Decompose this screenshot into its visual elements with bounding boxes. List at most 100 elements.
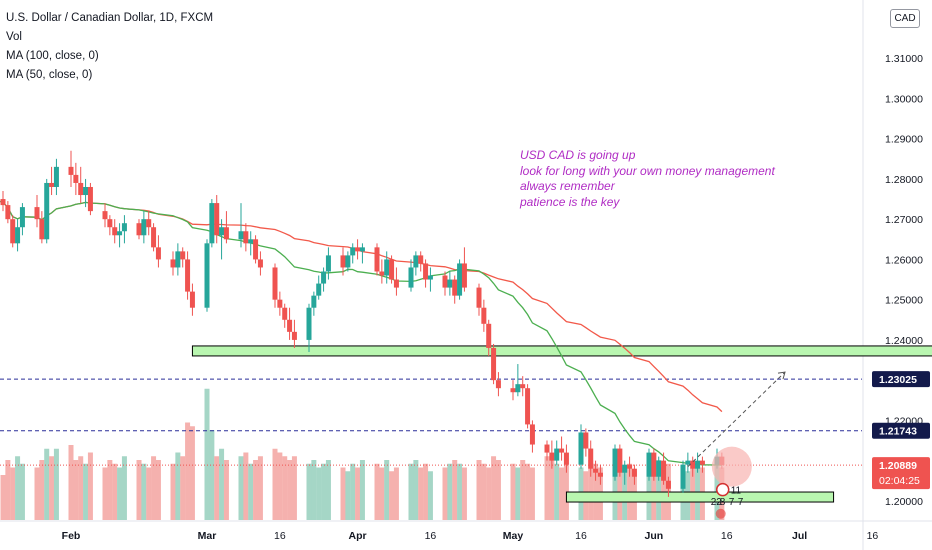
candle bbox=[277, 291, 283, 316]
candle bbox=[311, 291, 317, 316]
volume-indicator-label[interactable]: Vol bbox=[6, 31, 22, 43]
candle bbox=[107, 215, 113, 236]
symbol-title[interactable]: U.S. Dollar / Canadian Dollar, 1D, FXCM bbox=[6, 12, 214, 24]
y-tick-label: 1.26000 bbox=[885, 254, 923, 266]
candle bbox=[389, 255, 395, 284]
volume-bar bbox=[10, 467, 16, 520]
candle bbox=[491, 343, 497, 385]
candle bbox=[612, 444, 618, 481]
volume-bar bbox=[243, 452, 249, 520]
volume-bar bbox=[325, 460, 331, 520]
candle-body bbox=[529, 424, 535, 445]
volume-bar bbox=[413, 460, 419, 520]
candle-body bbox=[146, 219, 152, 228]
candle bbox=[102, 203, 108, 228]
candle bbox=[656, 456, 662, 481]
volume-bar bbox=[78, 456, 84, 520]
price-label: 1.23025 bbox=[879, 374, 917, 386]
x-tick-label: Jun bbox=[645, 530, 664, 542]
candle-body bbox=[520, 384, 526, 389]
y-tick-label: 1.31000 bbox=[885, 53, 923, 65]
candle bbox=[563, 444, 569, 473]
candle bbox=[78, 166, 84, 204]
candle-body bbox=[189, 291, 195, 308]
candle bbox=[189, 283, 195, 316]
volume-bar bbox=[15, 456, 21, 520]
candle-body bbox=[486, 323, 492, 348]
candle bbox=[175, 243, 181, 276]
candle-body bbox=[253, 239, 259, 260]
candle bbox=[5, 201, 11, 224]
x-tick-label: 16 bbox=[425, 530, 437, 542]
volume-bar bbox=[316, 467, 322, 520]
x-tick-label: Jul bbox=[792, 530, 807, 542]
volume-bar bbox=[223, 460, 229, 520]
volume-bar bbox=[112, 463, 118, 520]
candle bbox=[461, 247, 467, 292]
volume-bar bbox=[282, 456, 288, 520]
candle-body bbox=[495, 380, 501, 389]
candle-body bbox=[423, 263, 429, 280]
volume-bar bbox=[180, 456, 186, 520]
candle bbox=[583, 428, 589, 457]
candle-body bbox=[15, 227, 21, 244]
volume-bar bbox=[418, 467, 424, 520]
candle-body bbox=[350, 247, 356, 256]
ma50-line bbox=[0, 200, 722, 466]
candle-body bbox=[690, 460, 696, 469]
candle bbox=[549, 440, 555, 469]
candle bbox=[413, 251, 419, 276]
candle-body bbox=[588, 448, 594, 469]
x-tick-label: 16 bbox=[721, 530, 733, 542]
candle bbox=[180, 247, 186, 268]
candle-body bbox=[214, 203, 220, 236]
annotation-line-2: look for long with your own money manage… bbox=[520, 163, 775, 178]
candle-body bbox=[384, 259, 390, 276]
candle bbox=[44, 178, 50, 244]
candle-body bbox=[238, 231, 244, 240]
chart-legend: U.S. Dollar / Canadian Dollar, 1D, FXCM … bbox=[6, 9, 213, 85]
y-tick-label: 1.20000 bbox=[885, 496, 923, 508]
support-zone-1 bbox=[191, 345, 932, 357]
candle bbox=[690, 456, 696, 477]
event-value: 8 bbox=[720, 497, 726, 508]
volume-bar bbox=[442, 467, 448, 520]
event-flag-icon bbox=[715, 508, 726, 519]
candle-body bbox=[87, 186, 93, 212]
volume-bar bbox=[656, 460, 662, 520]
candle bbox=[325, 247, 331, 280]
candle bbox=[272, 263, 278, 308]
volume-bar bbox=[175, 452, 181, 520]
candle bbox=[661, 452, 667, 485]
candle bbox=[243, 223, 249, 252]
ma50-indicator-label[interactable]: MA (50, close, 0) bbox=[6, 69, 93, 81]
volume-bar bbox=[476, 460, 482, 520]
currency-button[interactable]: CAD bbox=[890, 9, 920, 28]
candle-body bbox=[554, 448, 560, 461]
volume-bar bbox=[544, 456, 550, 520]
candle bbox=[695, 452, 701, 473]
price-label-box bbox=[872, 371, 930, 388]
price-label-box bbox=[872, 457, 930, 490]
candle-body bbox=[117, 231, 123, 236]
volume-bar bbox=[350, 463, 356, 520]
candle bbox=[53, 158, 59, 196]
volume-bar bbox=[39, 460, 45, 520]
candle-body bbox=[525, 388, 531, 425]
volume-bar bbox=[117, 467, 123, 520]
candle-body bbox=[413, 255, 419, 268]
candle bbox=[476, 283, 482, 316]
candle bbox=[646, 448, 652, 481]
candle-body bbox=[491, 347, 497, 381]
volume-bar bbox=[238, 456, 244, 520]
annotation-text[interactable]: USD CAD is going up look for long with y… bbox=[520, 148, 775, 210]
candle-body bbox=[272, 267, 278, 300]
ma100-indicator-label[interactable]: MA (100, close, 0) bbox=[6, 50, 99, 62]
candle bbox=[520, 376, 526, 397]
candle-body bbox=[447, 279, 453, 288]
candle-body bbox=[185, 259, 191, 292]
candle bbox=[185, 251, 191, 300]
volume-bar bbox=[374, 463, 380, 520]
